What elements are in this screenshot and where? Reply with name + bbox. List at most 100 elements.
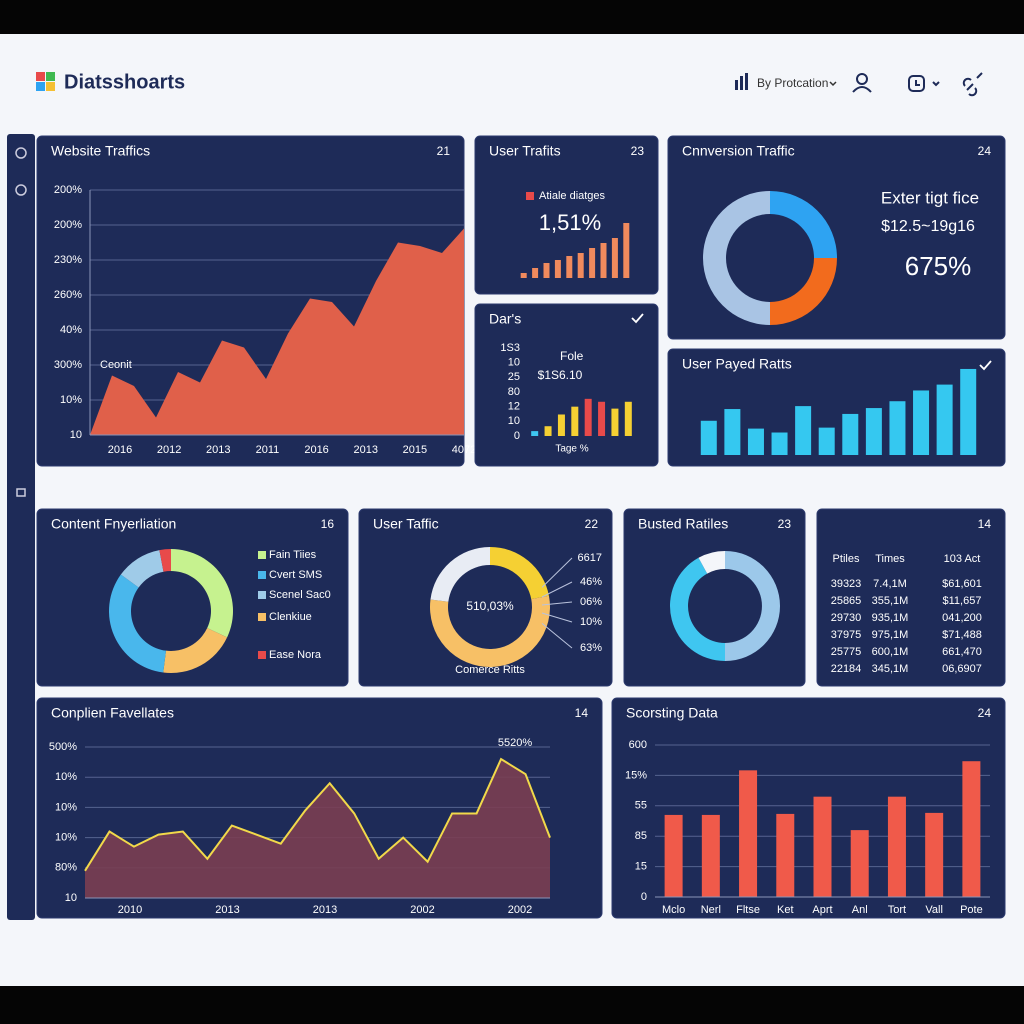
panel-title: User Payed Ratts [682,356,792,372]
column-header: Ptiles [833,553,860,565]
filter-icon[interactable] [735,73,748,90]
logo-square [36,72,45,81]
kpi-text: 675% [905,251,972,281]
icon-bar [745,73,748,90]
y-tick-label: 200% [54,184,82,196]
table-cell: 935,1M [872,612,909,624]
bar [936,384,953,455]
y-tick-label: 0 [514,430,520,442]
center-label: 510,03% [466,599,514,613]
logo-icon [36,72,55,91]
x-tick-label: 2016 [108,444,132,456]
panel-title: Conplien Favellates [51,705,174,721]
panel [358,508,613,687]
filter-dropdown[interactable]: By Protcation [757,76,828,90]
icon-bar [735,80,738,90]
sidebar-icon[interactable] [15,184,27,196]
y-tick-label: 10% [55,801,77,813]
y-tick-label: 200% [54,219,82,231]
panel-title: Website Traffics [51,143,150,159]
user-icon[interactable] [852,73,872,93]
donut-segment [770,258,837,325]
table-cell: $11,657 [943,595,982,607]
icon-part [962,72,983,97]
panel-badge: 14 [575,706,589,720]
y-tick-label: 10 [508,415,520,427]
x-tick-label: 2012 [157,444,181,456]
panel-badge: 16 [321,517,335,531]
x-tick-label: Vall [925,904,943,916]
y-tick-label: 300% [54,359,82,371]
leader-line [541,601,573,606]
bar [544,426,552,436]
area [85,759,550,898]
panel-badge: 23 [778,517,792,531]
caption: Fole [560,349,584,363]
y-tick-label: 80% [55,862,77,874]
donut-segment [120,550,164,588]
bar [960,368,977,455]
x-tick-label: Mclo [662,904,685,916]
leader-line [541,623,573,649]
y-tick-label: 10% [55,832,77,844]
x-tick-label: 2013 [206,444,230,456]
donut-segment [670,557,725,661]
x-tick-label: Anl [852,904,868,916]
y-tick-label: 15% [625,769,647,781]
timer-icon[interactable] [908,75,940,92]
panel-badge: 14 [978,517,992,531]
bar [589,248,596,278]
bar [598,401,606,436]
icon-bar [740,76,743,90]
panel-title: Dar's [489,311,521,327]
y-tick-label: 230% [54,254,82,266]
kpi-text: $12.5~19g16 [881,218,975,235]
bar [543,263,550,278]
x-tick-label: 2010 [118,904,142,916]
x-tick-label: 2013 [215,904,239,916]
legend-label: Ease Nora [269,649,322,661]
icon-part [852,86,872,93]
table-cell: 37975 [831,629,862,641]
x-tick-label: Aprt [812,904,832,916]
table-cell: 355,1M [872,595,909,607]
y-tick-label: 40% [60,324,82,336]
check-icon [631,313,644,324]
legend-label: Clenkiue [269,611,312,623]
y-tick-label: 10 [70,429,82,441]
x-tick-label: Pote [960,904,983,916]
legend-label: Fain Tiies [269,549,317,561]
x-tick-label: 2013 [313,904,337,916]
legend-swatch [258,613,266,621]
sidebar-icon[interactable] [15,147,27,159]
bar [887,796,906,897]
logo-text: Diatsshoarts [64,71,185,93]
y-tick-label: 55 [635,800,647,812]
panel-title: Scorsting Data [626,705,718,721]
link-icon[interactable] [962,72,983,97]
y-tick-label: 80 [508,386,520,398]
icon-part [856,73,868,85]
legend-swatch [258,591,266,599]
bar [739,770,758,897]
table-cell: $61,601 [942,578,982,590]
sidebar-icon[interactable] [16,488,26,497]
bar [566,256,573,278]
bar [818,427,835,455]
donut-segment [109,574,166,673]
bar [850,830,869,897]
bar [664,814,683,897]
big-value: 1,51% [539,210,601,235]
y-tick-label: 10% [55,771,77,783]
y-tick-label: 500% [49,741,77,753]
y-tick-label: 260% [54,289,82,301]
panel-title: User Taffic [373,516,439,532]
donut-segment [430,547,490,602]
leader-line [541,557,573,588]
x-tick-label: Ket [777,904,794,916]
x-tick-label: 2002 [508,904,532,916]
x-title: Tage % [555,444,588,455]
sidebar [7,134,35,920]
column-header: Times [875,553,905,565]
table-cell: 39323 [831,578,862,590]
